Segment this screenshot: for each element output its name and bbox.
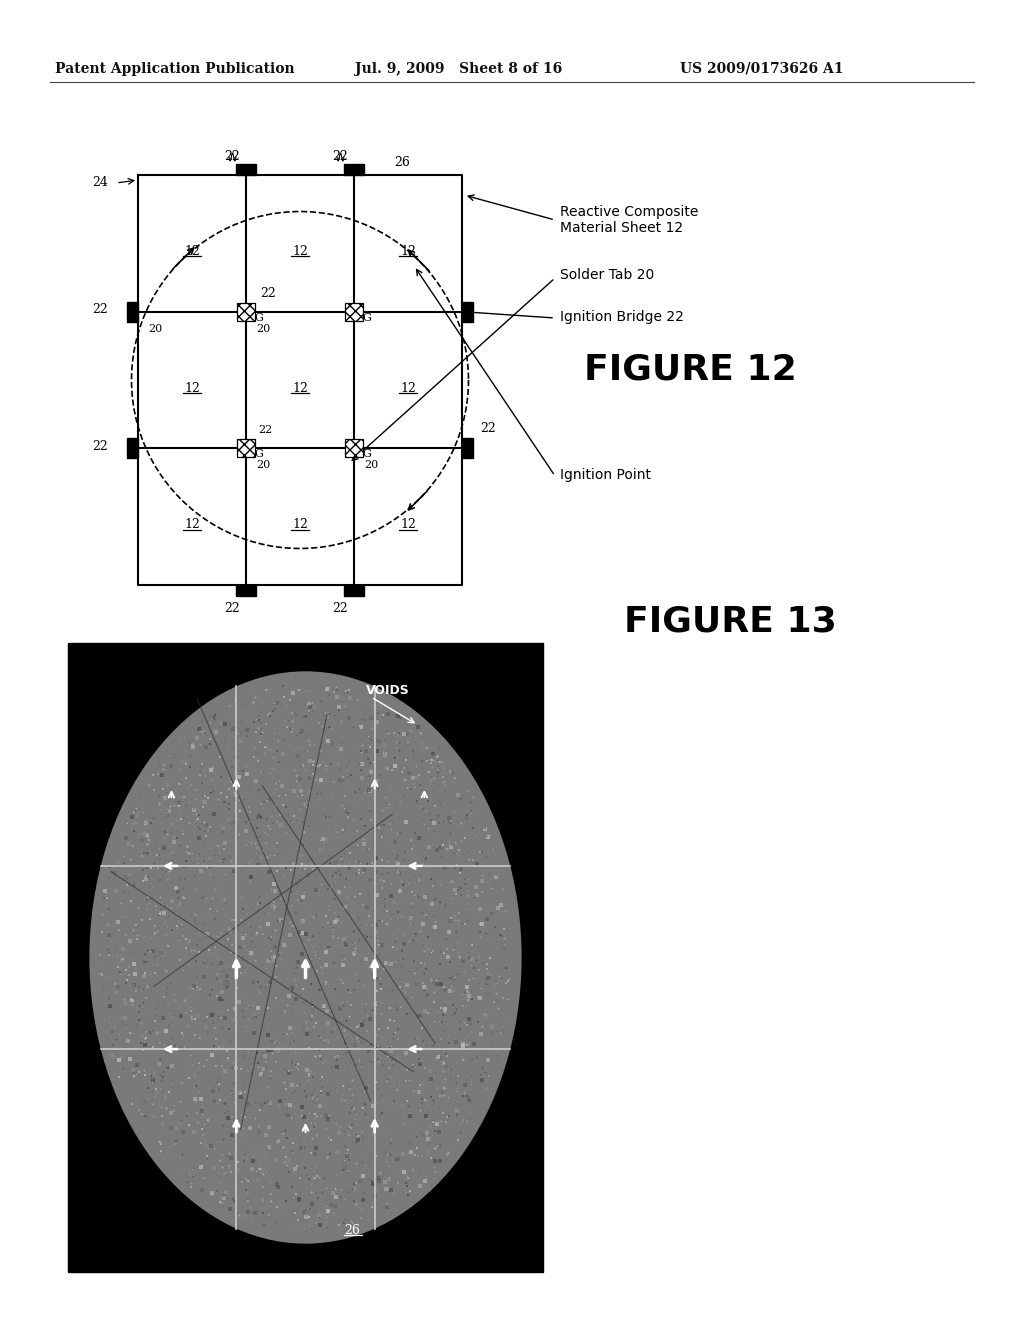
Text: 12: 12 xyxy=(400,244,416,257)
Text: Jul. 9, 2009   Sheet 8 of 16: Jul. 9, 2009 Sheet 8 of 16 xyxy=(355,62,562,77)
Text: 12: 12 xyxy=(292,519,308,531)
Bar xyxy=(345,302,362,321)
Text: 12: 12 xyxy=(292,244,308,257)
Text: Patent Application Publication: Patent Application Publication xyxy=(55,62,295,77)
Text: 12: 12 xyxy=(184,519,200,531)
Bar xyxy=(68,643,543,1272)
Text: 22: 22 xyxy=(332,602,348,615)
Text: 22: 22 xyxy=(224,602,240,615)
Text: 12: 12 xyxy=(292,381,308,395)
Text: 20: 20 xyxy=(256,323,270,334)
Text: 22: 22 xyxy=(260,288,275,300)
Text: 20: 20 xyxy=(256,461,270,470)
Text: Ignition Bridge 22: Ignition Bridge 22 xyxy=(560,310,684,323)
Text: 12: 12 xyxy=(400,519,416,531)
Text: VOIDS: VOIDS xyxy=(366,685,410,697)
Text: G: G xyxy=(254,449,263,459)
Bar xyxy=(462,438,473,458)
Text: US 2009/0173626 A1: US 2009/0173626 A1 xyxy=(680,62,844,77)
Text: 22: 22 xyxy=(92,440,108,453)
Text: 26: 26 xyxy=(344,1224,360,1237)
Bar xyxy=(237,302,255,321)
Text: 24: 24 xyxy=(92,177,108,190)
Text: G: G xyxy=(362,449,371,459)
Ellipse shape xyxy=(89,672,521,1243)
Bar xyxy=(127,302,138,322)
Text: 12: 12 xyxy=(184,381,200,395)
Text: 22: 22 xyxy=(92,304,108,317)
Text: 20: 20 xyxy=(148,323,162,334)
Text: 22: 22 xyxy=(332,150,348,164)
Bar xyxy=(127,438,138,458)
Bar xyxy=(236,585,256,597)
Bar xyxy=(344,164,364,176)
Text: 12: 12 xyxy=(400,381,416,395)
Text: G: G xyxy=(254,313,263,322)
Text: Solder Tab 20: Solder Tab 20 xyxy=(560,268,654,282)
Bar xyxy=(237,440,255,457)
Text: Ignition Point: Ignition Point xyxy=(560,469,651,482)
Text: 12: 12 xyxy=(184,244,200,257)
Text: G: G xyxy=(362,313,371,322)
Text: 22: 22 xyxy=(480,422,496,434)
Text: FIGURE 12: FIGURE 12 xyxy=(584,352,797,387)
Bar xyxy=(236,164,256,176)
Text: 22: 22 xyxy=(258,425,272,436)
Text: Reactive Composite
Material Sheet 12: Reactive Composite Material Sheet 12 xyxy=(560,205,698,235)
Bar xyxy=(344,585,364,597)
Text: 26: 26 xyxy=(394,157,410,169)
Text: 20: 20 xyxy=(364,461,378,470)
Bar xyxy=(462,302,473,322)
Text: FIGURE 13: FIGURE 13 xyxy=(624,605,837,639)
Text: 22: 22 xyxy=(224,150,240,164)
Bar xyxy=(345,440,362,457)
